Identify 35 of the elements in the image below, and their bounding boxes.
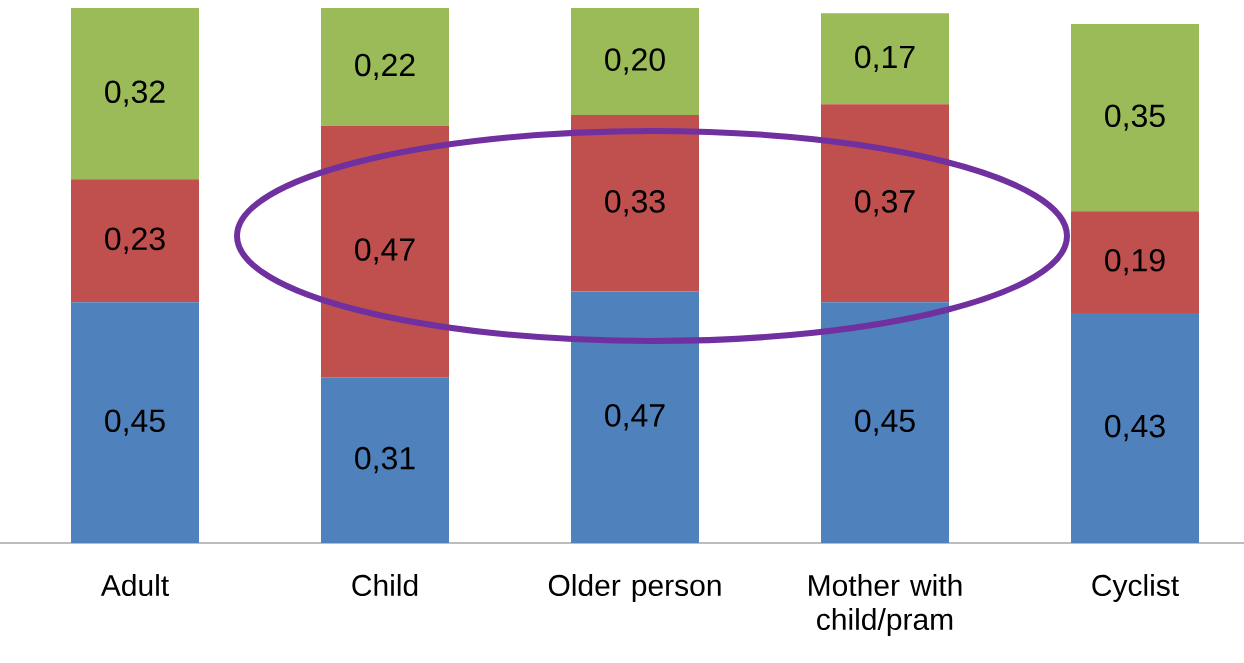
- bar: [821, 13, 949, 105]
- bar: [71, 302, 200, 543]
- x-tick-label: Adult: [100, 574, 169, 597]
- bar: [1071, 211, 1199, 313]
- data-label: 0,17: [855, 45, 915, 73]
- bar: [571, 7, 699, 115]
- bar: [71, 7, 200, 180]
- data-label: 0,23: [105, 227, 165, 254]
- bar: [71, 179, 200, 303]
- bar: [1071, 24, 1199, 212]
- data-label: 0,47: [355, 238, 415, 265]
- x-tick-label: Mother with child/pram: [809, 574, 962, 636]
- data-label: 0,19: [1105, 248, 1165, 276]
- data-label: 0,35: [1105, 104, 1165, 131]
- bar: [321, 125, 450, 378]
- bar: [321, 7, 450, 126]
- bar: [821, 302, 949, 543]
- data-label: 0,20: [605, 48, 665, 75]
- data-label: 0,45: [105, 409, 165, 436]
- data-label: 0,33: [605, 190, 665, 217]
- x-tick-label: Cyclist: [1092, 574, 1179, 602]
- bar: [821, 104, 949, 303]
- x-tick-label: Child: [352, 574, 418, 597]
- data-label: 0,47: [605, 404, 665, 431]
- data-label: 0,31: [355, 446, 415, 474]
- data-label: 0,37: [855, 190, 915, 217]
- data-label: 0,22: [355, 53, 415, 81]
- bar: [321, 377, 450, 543]
- x-tick-label: Older person: [548, 574, 721, 602]
- data-label: 0,43: [1105, 414, 1165, 442]
- bar: [1071, 312, 1199, 543]
- bar: [571, 291, 699, 543]
- data-label: 0,32: [105, 80, 165, 107]
- bar: [571, 114, 699, 292]
- data-label: 0,45: [855, 409, 915, 436]
